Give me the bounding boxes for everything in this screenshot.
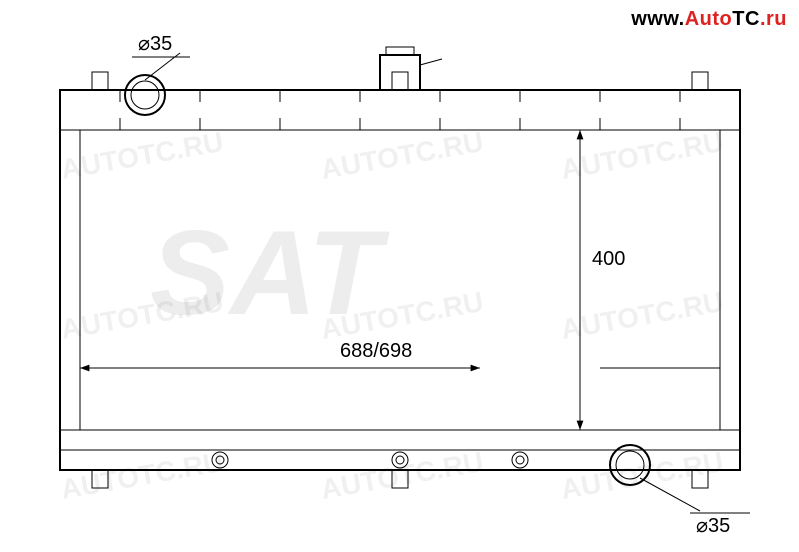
dimension-height-label: 400 bbox=[592, 248, 625, 271]
link-mid: TC bbox=[732, 8, 760, 30]
source-link: www.AutoTC.ru bbox=[631, 8, 787, 31]
link-prefix: www. bbox=[631, 8, 684, 30]
link-red: Auto bbox=[685, 8, 733, 30]
bottom-port-diameter-label: ⌀35 bbox=[696, 513, 730, 538]
drawing-canvas: AUTOTC.RUAUTOTC.RUAUTOTC.RUAUTOTC.RUAUTO… bbox=[0, 0, 799, 552]
radiator-diagram bbox=[0, 0, 799, 552]
dimension-width-label: 688/698 bbox=[340, 340, 412, 363]
link-suffix: .ru bbox=[760, 8, 787, 30]
top-port-diameter-label: ⌀35 bbox=[138, 31, 172, 56]
